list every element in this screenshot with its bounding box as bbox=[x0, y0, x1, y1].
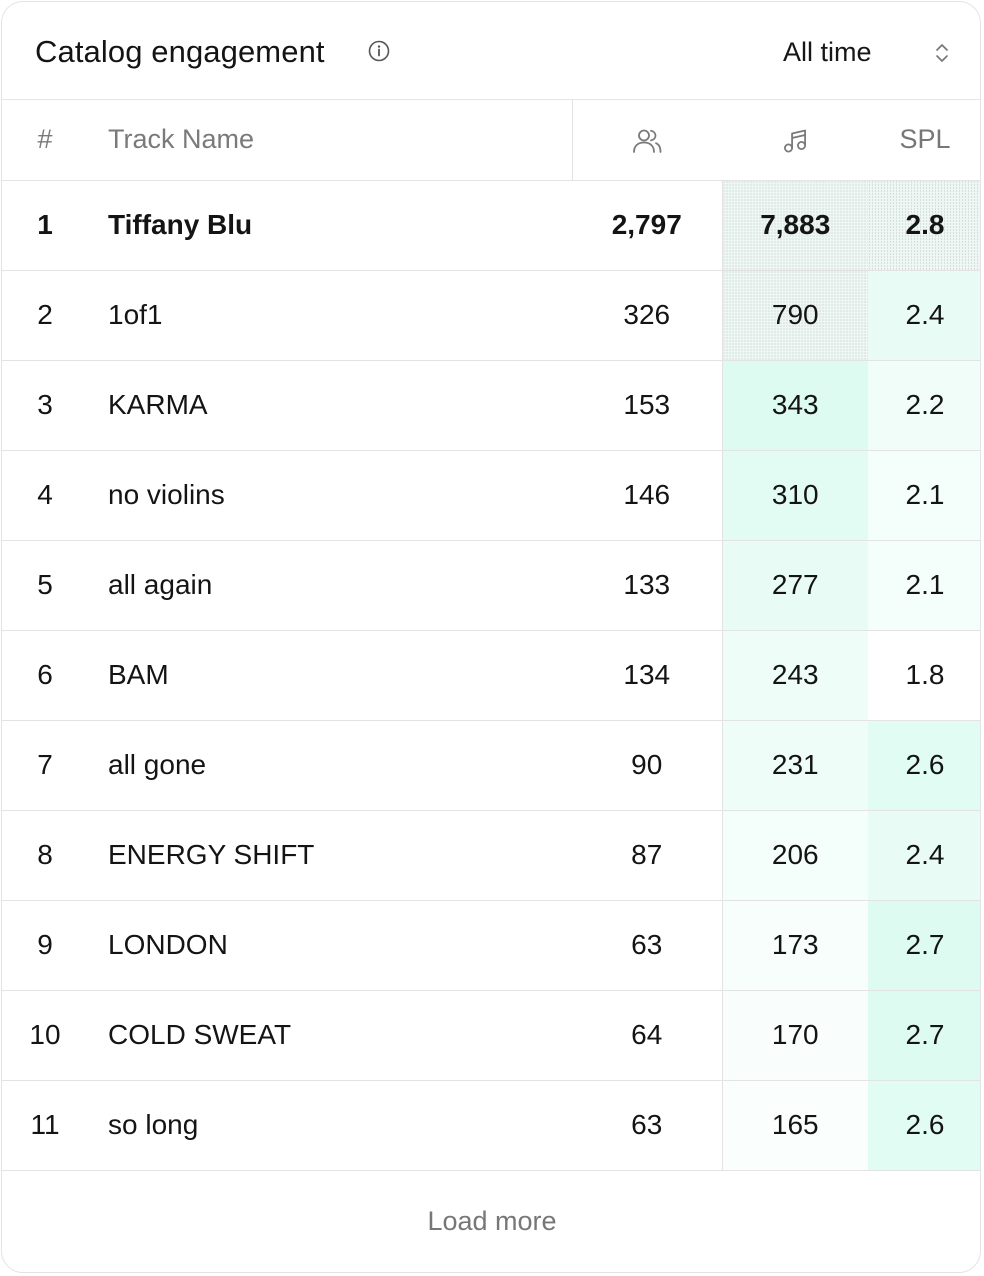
column-header-streams[interactable] bbox=[722, 100, 868, 181]
streams-count: 7,883 bbox=[722, 180, 868, 271]
track-rank: 5 bbox=[2, 540, 90, 631]
track-rank: 11 bbox=[30, 1109, 60, 1141]
track-name: ENERGY SHIFT bbox=[90, 810, 572, 901]
listeners-count: 87 bbox=[572, 810, 723, 901]
spl-value: 2.6 bbox=[868, 720, 980, 811]
streams-count: 170 bbox=[722, 990, 868, 1081]
spl-value: 2.6 bbox=[868, 1080, 980, 1170]
streams-count: 243 bbox=[722, 630, 868, 721]
table-row[interactable]: 8 ENERGY SHIFT 87 206 2.4 bbox=[2, 810, 980, 901]
spl-value: 2.1 bbox=[868, 450, 980, 541]
streams-count: 206 bbox=[722, 810, 868, 901]
column-header-listeners[interactable] bbox=[572, 100, 722, 181]
card-header: Catalog engagement All time bbox=[2, 2, 980, 100]
track-name: all again bbox=[90, 540, 572, 631]
track-name: LONDON bbox=[90, 900, 572, 991]
streams-count: 277 bbox=[722, 540, 868, 631]
track-name: 1of1 bbox=[90, 270, 572, 361]
track-rank: 4 bbox=[2, 450, 90, 541]
track-name: Tiffany Blu bbox=[90, 180, 572, 271]
track-name: COLD SWEAT bbox=[90, 990, 572, 1081]
track-name: all gone bbox=[90, 720, 572, 811]
listeners-count: 63 bbox=[572, 900, 723, 991]
table-row[interactable]: 1 Tiffany Blu 2,797 7,883 2.8 bbox=[2, 180, 980, 271]
table-row[interactable]: 3 KARMA 153 343 2.2 bbox=[2, 360, 980, 451]
spl-value: 2.7 bbox=[868, 900, 980, 991]
spl-value: 2.4 bbox=[868, 810, 980, 901]
table-row[interactable]: 2 1of1 326 790 2.4 bbox=[2, 270, 980, 361]
track-name: no violins bbox=[90, 450, 572, 541]
info-circle-icon[interactable] bbox=[368, 40, 390, 62]
table-row[interactable]: 4 no violins 146 310 2.1 bbox=[2, 450, 980, 541]
streams-count: 790 bbox=[722, 270, 868, 361]
table-row[interactable]: 11 so long 63 165 2.6 bbox=[2, 1080, 980, 1170]
time-range-select[interactable]: All time bbox=[770, 34, 960, 72]
time-range-value: All time bbox=[783, 37, 872, 67]
track-rank: 3 bbox=[2, 360, 90, 451]
track-rank: 7 bbox=[2, 720, 90, 811]
card-footer: Load more bbox=[2, 1170, 980, 1272]
listeners-count: 326 bbox=[572, 270, 723, 361]
spl-value: 2.7 bbox=[868, 990, 980, 1081]
track-rank: 10 bbox=[2, 990, 90, 1081]
listeners-count: 63 bbox=[572, 1080, 723, 1170]
track-name: KARMA bbox=[90, 360, 572, 451]
track-name: so long bbox=[108, 1109, 199, 1141]
tracks-table: # Track Name bbox=[2, 100, 980, 1170]
table-row[interactable]: 5 all again 133 277 2.1 bbox=[2, 540, 980, 631]
track-name: BAM bbox=[90, 630, 572, 721]
track-rank: 2 bbox=[2, 270, 90, 361]
track-rank: 9 bbox=[2, 900, 90, 991]
spl-value: 2.2 bbox=[868, 360, 980, 451]
spl-value: 2.8 bbox=[868, 180, 980, 271]
users-icon bbox=[633, 129, 662, 154]
listeners-count: 134 bbox=[572, 630, 723, 721]
chevron-up-down-icon bbox=[933, 40, 951, 66]
streams-count: 343 bbox=[722, 360, 868, 451]
column-header-track-name[interactable]: Track Name bbox=[90, 100, 573, 181]
spl-value: 1.8 bbox=[868, 630, 980, 721]
table-header-row: # Track Name bbox=[2, 100, 980, 181]
streams-count: 231 bbox=[722, 720, 868, 811]
card-title: Catalog engagement bbox=[35, 34, 325, 69]
music-note-icon bbox=[784, 129, 807, 153]
listeners-count: 133 bbox=[572, 540, 723, 631]
track-rank: 8 bbox=[2, 810, 90, 901]
spl-value: 2.1 bbox=[868, 540, 980, 631]
table-row[interactable]: 6 BAM 134 243 1.8 bbox=[2, 630, 980, 721]
column-header-spl[interactable]: SPL bbox=[868, 100, 980, 181]
table-row[interactable]: 10 COLD SWEAT 64 170 2.7 bbox=[2, 990, 980, 1081]
listeners-count: 146 bbox=[572, 450, 723, 541]
load-more-button[interactable]: Load more bbox=[2, 1171, 980, 1272]
table-row[interactable]: 9 LONDON 63 173 2.7 bbox=[2, 900, 980, 991]
streams-count: 310 bbox=[722, 450, 868, 541]
listeners-count: 2,797 bbox=[572, 180, 723, 271]
listeners-count: 90 bbox=[572, 720, 723, 811]
track-rank: 6 bbox=[2, 630, 90, 721]
streams-count: 165 bbox=[722, 1080, 868, 1170]
streams-count: 173 bbox=[722, 900, 868, 991]
spl-value: 2.4 bbox=[868, 270, 980, 361]
listeners-count: 64 bbox=[572, 990, 723, 1081]
column-header-rank[interactable]: # bbox=[2, 100, 90, 181]
track-rank: 1 bbox=[2, 180, 90, 271]
listeners-count: 153 bbox=[572, 360, 723, 451]
table-row[interactable]: 7 all gone 90 231 2.6 bbox=[2, 720, 980, 811]
